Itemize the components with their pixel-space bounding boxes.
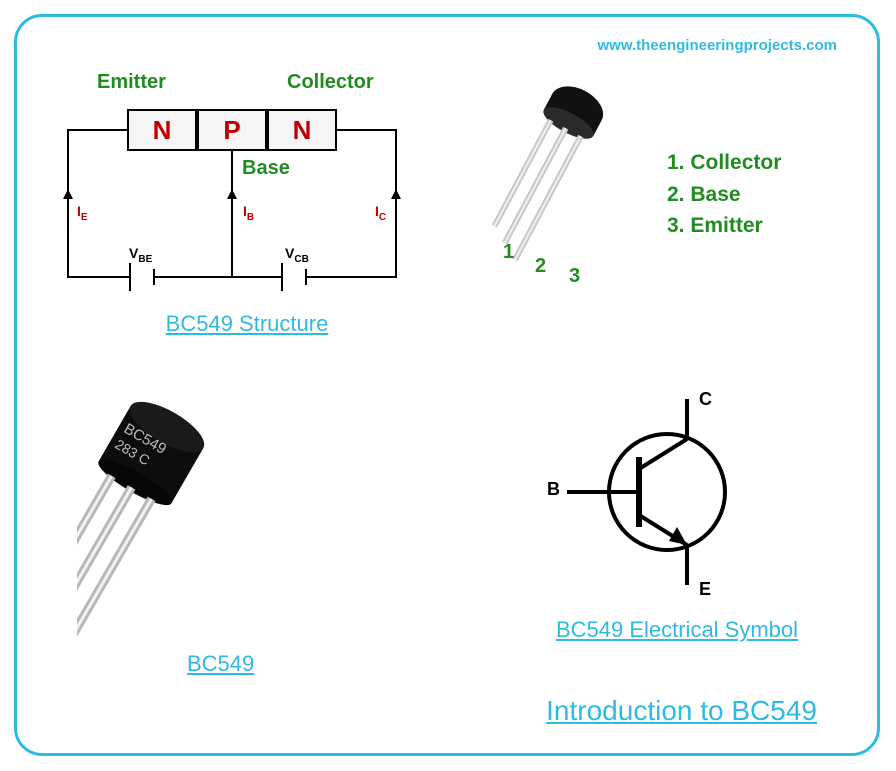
wire-emitter-v [67,129,69,277]
npn-region-n1: N [127,109,197,151]
cell-vbe-short [153,269,155,285]
main-title: Introduction to BC549 [546,695,817,727]
npn-region-p: P [197,109,267,151]
symbol-panel: C B E BC549 Electrical Symbol [507,387,847,667]
label-ie: IE [77,203,88,223]
photo-caption: BC549 [187,651,254,677]
wire-bottom-right1 [231,276,281,278]
structure-base-label: Base [242,157,290,180]
wire-collector-h [337,129,397,131]
arrow-ie [63,189,73,199]
npn-symbol-icon [547,387,767,597]
symbol-caption: BC549 Electrical Symbol [507,617,847,643]
structure-panel: Emitter Collector N P N Base IE [57,71,437,371]
label-ib: IB [243,203,254,223]
label-ic: IC [375,203,386,223]
wire-base-v [231,151,233,277]
pinout-panel: 1 2 3 1. Collector 2. Base 3. Emitter [487,77,857,337]
pin-name-3: 3. Emitter [667,210,781,242]
structure-emitter-label: Emitter [97,71,166,94]
structure-caption: BC549 Structure [57,311,437,337]
wire-bottom-right2 [307,276,397,278]
cell-vbe-long [129,263,131,291]
bc549-photo-icon: BC549 283 C [77,387,397,667]
wire-bottom-left2 [155,276,233,278]
pin-number-3: 3 [569,265,580,288]
cell-vcb-short [305,269,307,285]
pinout-names: 1. Collector 2. Base 3. Emitter [667,147,781,242]
pin-number-1: 1 [503,241,514,264]
structure-collector-label: Collector [287,71,374,94]
arrow-ic [391,189,401,199]
wire-collector-v [395,129,397,277]
pin-name-2: 2. Base [667,179,781,211]
symbol-pin-c: C [699,389,712,410]
pin-number-2: 2 [535,255,546,278]
symbol-pin-e: E [699,579,711,600]
symbol-pin-b: B [547,479,560,500]
wire-emitter-h [67,129,127,131]
wire-bottom-left [67,276,129,278]
cell-vcb-long [281,263,283,291]
npn-region-n2: N [267,109,337,151]
pin-name-1: 1. Collector [667,147,781,179]
label-vbe: VBE [129,245,152,265]
label-vcb: VCB [285,245,309,265]
arrow-ib [227,189,237,199]
main-frame: www.theengineeringprojects.com Emitter C… [14,14,880,756]
photo-panel: BC549 283 C BC549 [77,387,417,707]
source-url: www.theengineeringprojects.com [598,37,838,54]
